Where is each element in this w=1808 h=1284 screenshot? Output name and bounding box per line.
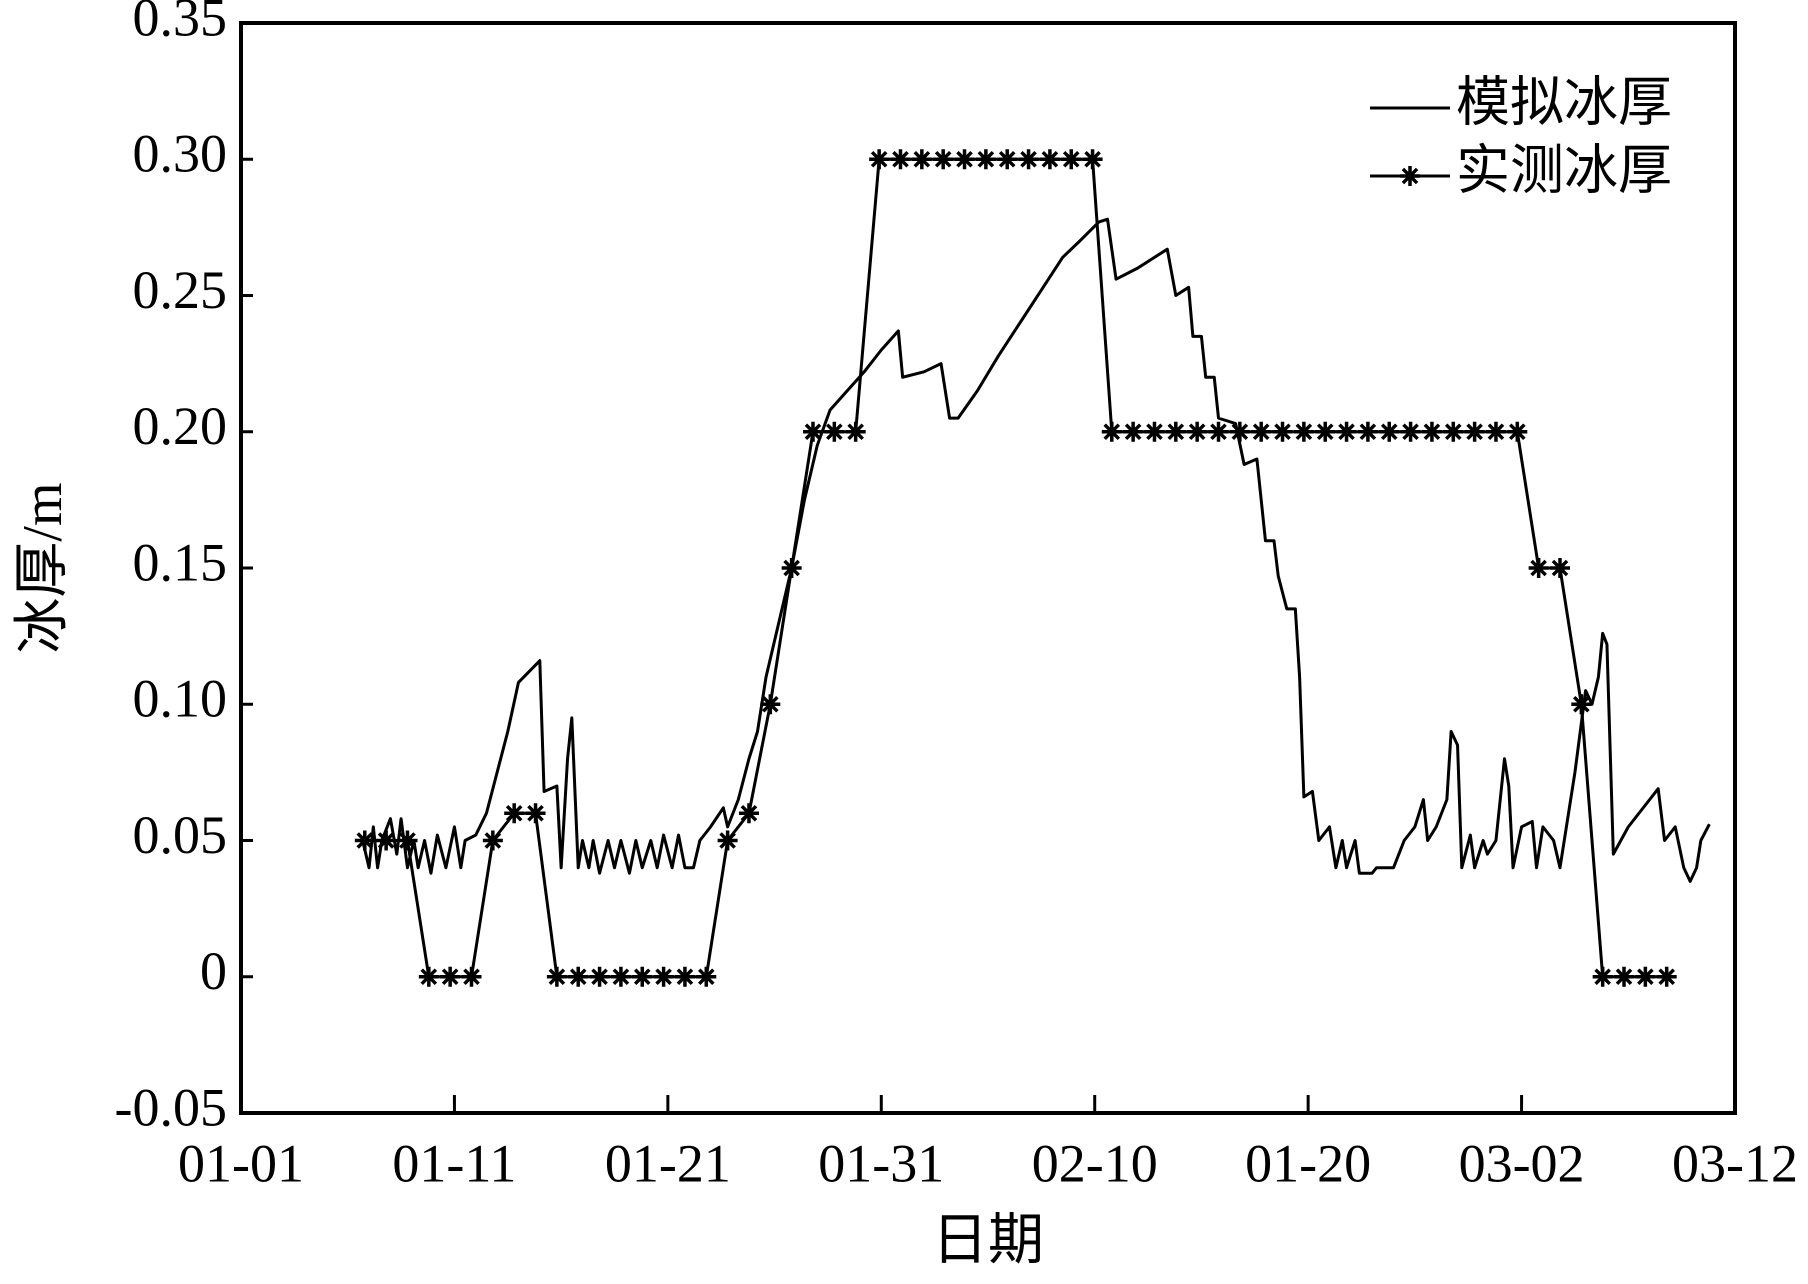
y-tick-label: 0 [200, 941, 227, 1001]
y-tick-label: 0.35 [133, 0, 228, 47]
star-marker [1251, 421, 1272, 442]
star-marker [1464, 421, 1485, 442]
star-marker [824, 421, 845, 442]
star-marker [461, 966, 482, 987]
y-tick-label: 0.25 [133, 260, 228, 320]
legend-star [1400, 166, 1420, 186]
star-marker [738, 803, 759, 824]
star-marker [1165, 421, 1186, 442]
y-tick-label: 0.05 [133, 805, 228, 865]
star-marker [674, 966, 695, 987]
star-marker [1018, 149, 1039, 170]
star-marker [1507, 421, 1528, 442]
star-marker [653, 966, 674, 987]
x-tick-label: 02-10 [1032, 1133, 1158, 1193]
y-axis-label: 冰厚/m [12, 482, 74, 653]
star-marker [1101, 421, 1122, 442]
star-marker [1592, 966, 1613, 987]
star-marker [781, 558, 802, 578]
legend-label: 模拟冰厚 [1456, 72, 1672, 132]
star-marker [1315, 421, 1336, 442]
star-marker [568, 966, 589, 987]
y-tick-label: -0.05 [115, 1077, 227, 1137]
star-marker [354, 830, 375, 851]
star-marker [1123, 421, 1144, 442]
star-marker [997, 149, 1018, 170]
star-marker [1656, 966, 1677, 987]
series-line [361, 217, 1711, 883]
star-marker [1039, 149, 1060, 170]
y-tick-label: 0.15 [133, 532, 228, 592]
star-marker [1379, 421, 1400, 442]
x-tick-label: 01-20 [1245, 1133, 1371, 1193]
star-marker [546, 966, 567, 987]
star-marker [1528, 558, 1549, 578]
legend-label: 实测冰厚 [1456, 140, 1672, 200]
y-tick-label: 0.20 [133, 396, 228, 456]
star-marker [975, 149, 996, 170]
star-marker [376, 830, 397, 851]
star-marker [1357, 421, 1378, 442]
star-marker [1421, 421, 1442, 442]
star-marker [1293, 421, 1314, 442]
star-marker [1400, 421, 1421, 442]
star-marker [802, 421, 823, 442]
star-marker [1635, 966, 1656, 987]
y-tick-label: 0.10 [133, 669, 228, 729]
star-marker [632, 966, 653, 987]
star-marker [1229, 421, 1250, 442]
star-marker [525, 803, 546, 824]
star-marker [845, 421, 866, 442]
star-marker [1082, 149, 1103, 170]
star-marker [440, 966, 461, 987]
star-marker [397, 830, 418, 851]
star-marker [911, 149, 932, 170]
star-marker [954, 149, 975, 170]
star-marker [1208, 421, 1229, 442]
x-axis-label: 日期 [932, 1210, 1044, 1272]
x-tick-label: 01-11 [392, 1133, 516, 1193]
star-marker [1336, 421, 1357, 442]
star-marker [1272, 421, 1293, 442]
star-marker [890, 149, 911, 170]
star-marker [504, 803, 525, 824]
star-marker [717, 830, 738, 851]
star-marker [1443, 421, 1464, 442]
x-tick-label: 03-02 [1459, 1133, 1585, 1193]
star-marker [610, 966, 631, 987]
star-marker [1614, 966, 1635, 987]
star-marker [1549, 558, 1570, 578]
x-tick-label: 01-21 [605, 1133, 731, 1193]
star-marker [760, 694, 781, 715]
star-marker [869, 149, 890, 170]
star-marker [1187, 421, 1208, 442]
x-tick-label: 01-01 [178, 1133, 304, 1193]
star-marker [696, 966, 717, 987]
star-marker [1061, 149, 1082, 170]
star-marker [1144, 421, 1165, 442]
star-marker [1571, 694, 1592, 715]
x-tick-label: 01-31 [818, 1133, 944, 1193]
star-marker [418, 966, 439, 987]
star-marker [482, 830, 503, 851]
star-marker [1485, 421, 1506, 442]
star-marker [589, 966, 610, 987]
star-marker [933, 149, 954, 170]
x-tick-label: 03-12 [1672, 1133, 1798, 1193]
y-tick-label: 0.30 [133, 124, 228, 184]
